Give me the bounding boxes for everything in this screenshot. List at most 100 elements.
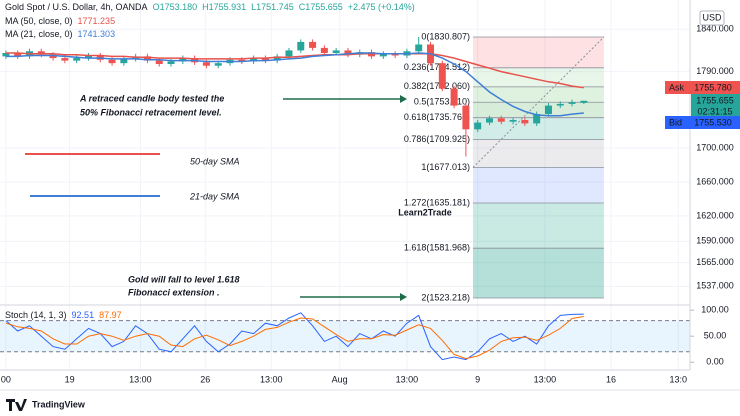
candle-body: [37, 51, 45, 55]
overlay: Stoch (14, 1, 3) 92.51 87.97 Gold Spot / U.…: [5, 2, 415, 320]
fib-band: [472, 167, 604, 204]
candle-body: [214, 63, 222, 66]
candle-body: [202, 62, 210, 66]
candle-body: [261, 58, 269, 61]
candle-body: [250, 58, 258, 62]
candle-body: [273, 56, 281, 61]
stoch-line: [5, 316, 584, 360]
last-value: 1755.655: [696, 95, 734, 105]
candle-body: [297, 41, 305, 51]
y-tick-label: 1590.000: [696, 236, 734, 246]
fib-label: 1.272(1635.181): [404, 197, 470, 207]
fib-label: 0.786(1709.925): [404, 134, 470, 144]
watermark: Learn2Trade: [398, 207, 452, 217]
annotation: 50% Fibonacci retracement level.: [80, 107, 222, 117]
candle-body: [379, 53, 387, 57]
fib-label: 1(1677.013): [421, 162, 470, 172]
x-tick-label: 13:00: [129, 374, 152, 384]
candle-body: [438, 63, 446, 89]
candle-body: [332, 50, 340, 53]
candle-body: [462, 105, 470, 130]
candle-body: [49, 54, 57, 59]
stoch-tick-label: 0.00: [706, 357, 724, 367]
candle-body: [533, 114, 541, 124]
fib-band: [472, 139, 604, 168]
plot-area: 0(1830.807) 0.236(1794.512) 0.382(1772.060…: [0, 0, 690, 370]
candle-body: [167, 61, 175, 65]
candle-body: [309, 41, 317, 48]
annotation: 50-day SMA: [190, 156, 240, 166]
arrowhead: [400, 95, 407, 103]
ma-name: MA (50, close, 0): [5, 16, 73, 26]
last-tag: [691, 94, 740, 118]
bid-value: 1755.530: [694, 117, 732, 127]
ma-value: 1741.303: [78, 29, 116, 39]
candle-body: [320, 47, 328, 53]
fib-label: 0.5(1753.910): [414, 97, 470, 107]
fib-label: 2(1523.218): [421, 292, 470, 302]
ma-legend: MA (50, close, 0) 1771.235: [5, 16, 115, 26]
stoch-tick-label: 50.00: [704, 331, 727, 341]
y-tick-label: 1565.000: [696, 257, 734, 267]
ma-name: MA (21, close, 0): [5, 29, 73, 39]
ma-line: [5, 52, 584, 117]
fib-band: [472, 248, 604, 299]
candle-body: [485, 118, 493, 123]
footer-brand: TradingView: [32, 399, 86, 409]
candle-body: [415, 44, 423, 52]
ask-value: 1755.780: [694, 82, 732, 92]
x-tick-label: 19: [65, 374, 75, 384]
candle-body: [509, 120, 517, 122]
ohlc-value: C1755.655: [299, 2, 343, 12]
ask-label: Ask: [669, 82, 685, 92]
candle-body: [580, 100, 588, 103]
x-tick-label: 13:00: [260, 374, 283, 384]
annotation: Fibonacci extension .: [128, 287, 220, 297]
candle-body: [238, 59, 246, 62]
currency-box: [699, 10, 725, 26]
fib-label: 0.618(1735.762): [404, 112, 470, 122]
arrowhead: [400, 293, 407, 301]
candle-body: [521, 120, 529, 124]
annotation: 21-day SMA: [189, 191, 240, 201]
stoch-tick-label: 100.00: [701, 305, 729, 315]
x-tick-label: 13:00: [534, 374, 557, 384]
bid-label: Bid: [669, 117, 682, 127]
header: Gold Spot / U.S. Dollar, 4h, OANDA O1753.…: [5, 2, 415, 12]
candle-body: [73, 58, 81, 61]
x-tick-label: 16: [606, 374, 616, 384]
bid-tag: [665, 116, 740, 129]
ma-line: [5, 52, 584, 89]
candle-body: [61, 58, 69, 61]
ohlc-value: H1755.931: [202, 2, 246, 12]
fib-band: [472, 37, 604, 68]
candle-body: [14, 52, 22, 57]
y-tick-label: 1790.000: [696, 66, 734, 76]
x-tick-label: 00: [1, 374, 11, 384]
ma-legend: MA (21, close, 0) 1741.303: [5, 29, 115, 39]
candle-body: [474, 122, 482, 130]
candle-body: [143, 56, 151, 61]
x-tick-label: 26: [200, 374, 210, 384]
fib-label: 0.382(1772.060): [404, 81, 470, 91]
y-tick-label: 1537.000: [696, 281, 734, 291]
fib-band: [472, 117, 604, 140]
y-tick-label: 1700.000: [696, 142, 734, 152]
candle-body: [2, 52, 10, 57]
stoch-value: 87.97: [99, 310, 122, 320]
candle-body: [108, 59, 116, 64]
candle-body: [179, 58, 187, 62]
logo: [6, 399, 27, 411]
stoch-name: Stoch (14, 1, 3): [5, 310, 67, 320]
annotation: A retraced candle body tested the: [79, 93, 224, 103]
fib-label: 0(1830.807): [421, 31, 470, 41]
title: Gold Spot / U.S. Dollar, 4h, OANDA: [5, 2, 148, 12]
candle-body: [344, 50, 352, 55]
candle-body: [84, 55, 92, 59]
fib-trend: [472, 36, 605, 168]
y-tick-label: 1660.000: [696, 176, 734, 186]
stoch-line: [5, 312, 584, 361]
candle-body: [285, 50, 293, 57]
